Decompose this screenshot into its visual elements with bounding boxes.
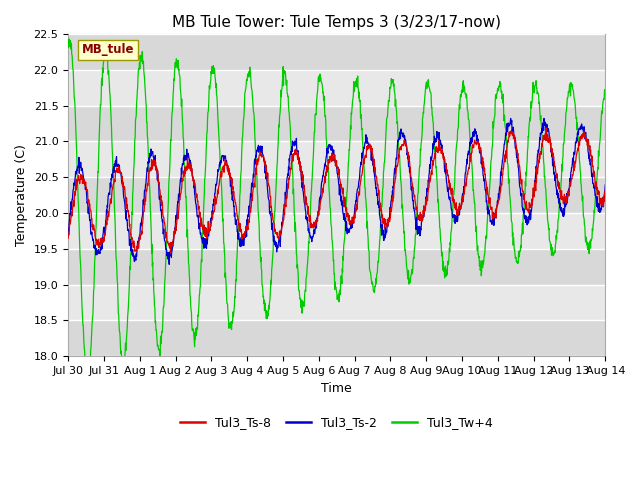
Title: MB Tule Tower: Tule Temps 3 (3/23/17-now): MB Tule Tower: Tule Temps 3 (3/23/17-now… <box>172 15 501 30</box>
Bar <box>68 249 605 285</box>
Bar <box>68 177 605 213</box>
X-axis label: Time: Time <box>321 382 352 395</box>
Text: MB_tule: MB_tule <box>81 43 134 56</box>
Legend: Tul3_Ts-8, Tul3_Ts-2, Tul3_Tw+4: Tul3_Ts-8, Tul3_Ts-2, Tul3_Tw+4 <box>175 411 498 434</box>
Bar <box>68 321 605 356</box>
Y-axis label: Temperature (C): Temperature (C) <box>15 144 28 246</box>
Bar <box>68 106 605 142</box>
Bar <box>68 34 605 70</box>
